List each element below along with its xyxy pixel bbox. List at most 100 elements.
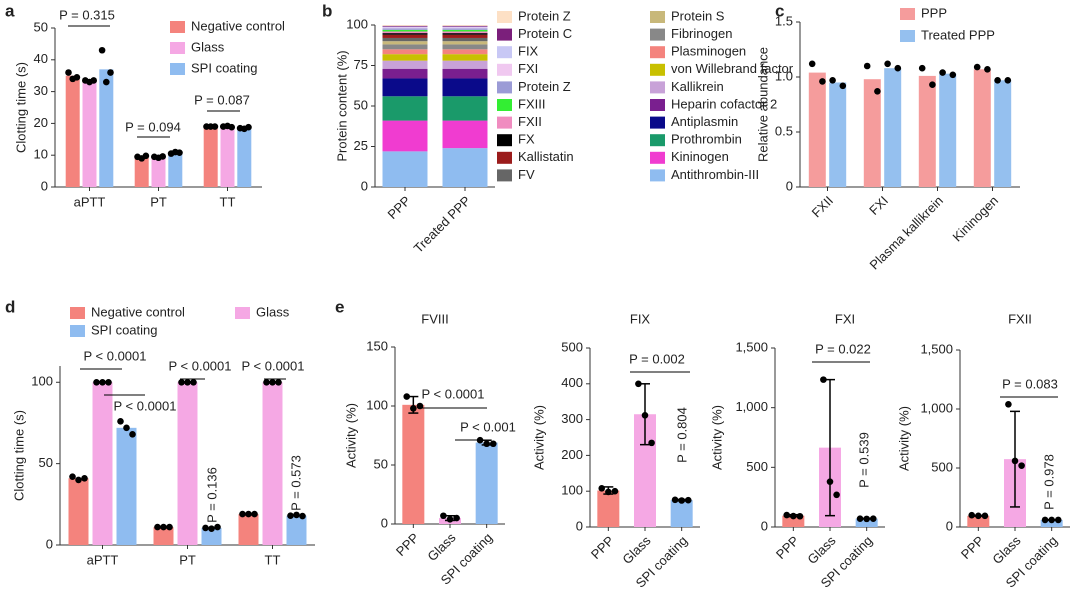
y-axis-label: Protein content (%) (334, 50, 349, 161)
y-tick-label: 50 (374, 456, 388, 471)
legend-swatch (650, 116, 665, 129)
bar-segment (442, 29, 488, 32)
bar (782, 515, 805, 527)
bar (597, 490, 620, 527)
data-point (142, 152, 150, 160)
data-point (939, 69, 946, 76)
bar-segment (382, 68, 428, 79)
bar-segment (382, 27, 428, 29)
bar-segment (382, 54, 428, 61)
legend-swatch (497, 169, 512, 182)
legend-swatch (650, 28, 665, 41)
panel-label: e (335, 297, 344, 316)
legend-label: Protein Z (518, 79, 571, 94)
bar-segment (442, 31, 488, 34)
data-point (228, 123, 235, 131)
data-point (1018, 462, 1025, 469)
bar (168, 152, 183, 187)
data-point (129, 431, 136, 438)
legend-swatch (235, 307, 250, 319)
data-point (69, 473, 76, 480)
bar-segment (382, 29, 428, 32)
y-axis-label: Activity (%) (531, 405, 546, 470)
data-point (894, 64, 902, 72)
chart-title: FXI (835, 311, 855, 326)
y-tick-label: 0 (946, 518, 953, 533)
legend-label: Heparin cofactor 2 (671, 96, 777, 111)
legend-label: SPI coating (191, 60, 258, 75)
data-point (166, 523, 173, 531)
x-tick-label: Glass (619, 533, 653, 567)
data-point (202, 524, 209, 532)
data-point (819, 78, 826, 85)
bar-segment (442, 27, 488, 29)
legend-label: Treated PPP (921, 27, 995, 42)
x-tick-label: Glass (424, 530, 458, 564)
data-point (820, 376, 827, 383)
y-tick-label: 25 (354, 138, 368, 153)
data-point (1054, 516, 1062, 524)
x-tick-label: PPP (773, 533, 802, 562)
data-point (98, 46, 106, 54)
bar-segment (442, 68, 488, 79)
legend-swatch (650, 46, 665, 59)
data-point (90, 77, 97, 84)
legend-swatch (497, 11, 512, 23)
bar-segment (382, 60, 428, 69)
y-tick-label: 100 (31, 374, 53, 389)
y-tick-label: 0.5 (775, 123, 793, 138)
data-point (176, 149, 183, 156)
bar-segment (382, 78, 428, 97)
legend-swatch (170, 42, 185, 54)
bar (855, 518, 878, 527)
p-value: P = 0.136 (204, 467, 219, 523)
data-point (403, 393, 411, 400)
data-point (269, 378, 276, 386)
bar (262, 382, 283, 545)
data-point (598, 485, 606, 492)
bar-segment (442, 34, 488, 38)
y-tick-label: 50 (39, 455, 53, 470)
bar-segment (442, 25, 488, 27)
panel-label: b (322, 1, 332, 20)
bar-segment (382, 49, 428, 55)
p-value: P < 0.001 (460, 419, 516, 434)
data-point (245, 123, 252, 131)
bar (151, 156, 166, 187)
data-point (123, 424, 130, 432)
p-value: P = 0.539 (856, 432, 871, 488)
legend-label: FV (518, 167, 535, 182)
data-point (99, 378, 106, 386)
data-point (263, 378, 270, 386)
x-tick-label: FXI (866, 193, 891, 218)
y-tick-label: 0 (361, 178, 368, 193)
legend-label: PPP (921, 5, 947, 20)
bar-segment (382, 34, 428, 38)
legend-label: Prothrombin (671, 132, 742, 147)
p-value: P < 0.0001 (83, 348, 146, 363)
legend-label: Kallistatin (518, 149, 574, 164)
bar (82, 80, 97, 187)
legend-swatch (70, 325, 85, 337)
y-tick-label: 100 (561, 483, 583, 498)
p-value: P = 0.573 (288, 455, 303, 511)
bar (201, 527, 222, 545)
legend-swatch (650, 81, 665, 94)
data-point (251, 510, 258, 518)
bar-segment (442, 28, 488, 30)
bar-segment (442, 60, 488, 69)
y-tick-label: 400 (561, 375, 583, 390)
data-point (159, 153, 166, 160)
data-point (874, 88, 881, 95)
legend-label: Plasminogen (671, 44, 746, 59)
bar (475, 442, 498, 524)
bar-segment (382, 33, 428, 35)
data-point (275, 378, 282, 386)
data-point (984, 66, 991, 73)
data-point (93, 378, 100, 386)
x-tick-label: Treated PPP (411, 193, 474, 256)
legend-label: Antithrombin-III (671, 167, 759, 182)
legend-label: Protein Z (518, 8, 571, 23)
data-point (684, 496, 692, 504)
legend-label: Glass (256, 304, 290, 319)
